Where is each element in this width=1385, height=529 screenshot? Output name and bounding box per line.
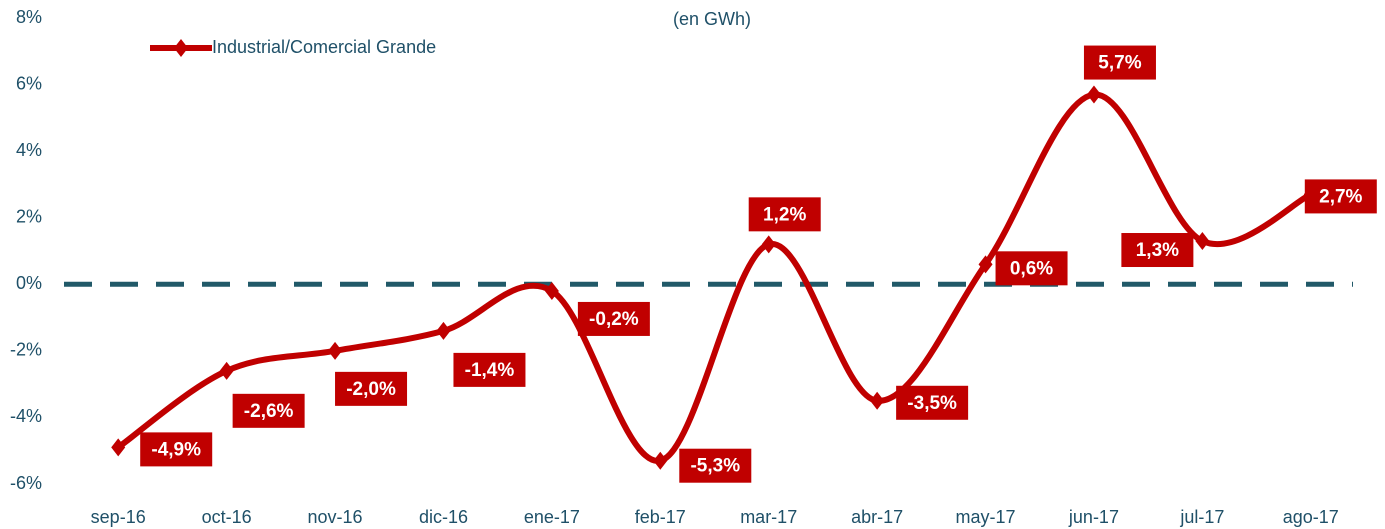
data-label: 2,7% [1319,186,1362,207]
marker [436,321,451,340]
data-label: -2,0% [346,379,396,400]
x-tick-label: sep-16 [91,507,146,527]
x-tick-label: nov-16 [308,507,363,527]
x-tick-label: jul-17 [1179,507,1224,527]
y-tick-label: 6% [16,73,42,93]
marker [978,255,993,274]
x-tick-label: dic-16 [419,507,468,527]
data-label: 1,3% [1136,240,1179,261]
x-tick-label: feb-17 [635,507,686,527]
y-tick-label: -4% [10,406,42,426]
marker [761,235,776,254]
data-label-box [995,251,1068,286]
x-tick-label: oct-16 [202,507,252,527]
data-label-box [335,371,408,406]
data-label: -5,3% [690,456,740,477]
marker [111,438,126,457]
x-tick-label: jun-17 [1068,507,1119,527]
data-label-box [140,432,213,467]
x-tick-label: ago-17 [1283,507,1339,527]
x-tick-label: may-17 [956,507,1016,527]
data-label-box [577,301,650,336]
y-tick-label: 8% [16,7,42,27]
data-label: -4,9% [151,439,201,460]
marker [1086,85,1101,104]
marker [219,361,234,380]
legend-label: Industrial/Comercial Grande [212,37,436,57]
y-tick-label: 2% [16,206,42,226]
data-label-box [1083,45,1156,80]
y-tick-label: -2% [10,340,42,360]
data-label-box [1121,233,1194,268]
data-label: 5,7% [1098,53,1141,74]
y-tick-label: -6% [10,473,42,493]
data-label: 1,2% [763,204,806,225]
x-tick-label: abr-17 [851,507,903,527]
chart-subtitle: (en GWh) [673,9,751,29]
data-label-box [679,448,752,483]
x-tick-label: ene-17 [524,507,580,527]
data-label-box [896,385,969,420]
marker [653,451,668,470]
marker [328,341,343,360]
data-label-box [748,197,821,232]
data-label: -2,6% [244,401,294,422]
y-tick-label: 4% [16,140,42,160]
series-line [116,91,1313,464]
legend-marker [174,39,188,57]
marker [870,391,885,410]
marker [1195,232,1210,251]
data-label: 0,6% [1010,258,1053,279]
x-tick-label: mar-17 [740,507,797,527]
y-tick-label: 0% [16,273,42,293]
data-label: -3,5% [907,393,957,414]
data-label-box [232,393,305,428]
marker [544,281,559,300]
data-label: -0,2% [589,309,639,330]
data-label: -1,4% [465,360,515,381]
data-label-box [453,352,526,387]
data-label-box [1304,179,1377,214]
